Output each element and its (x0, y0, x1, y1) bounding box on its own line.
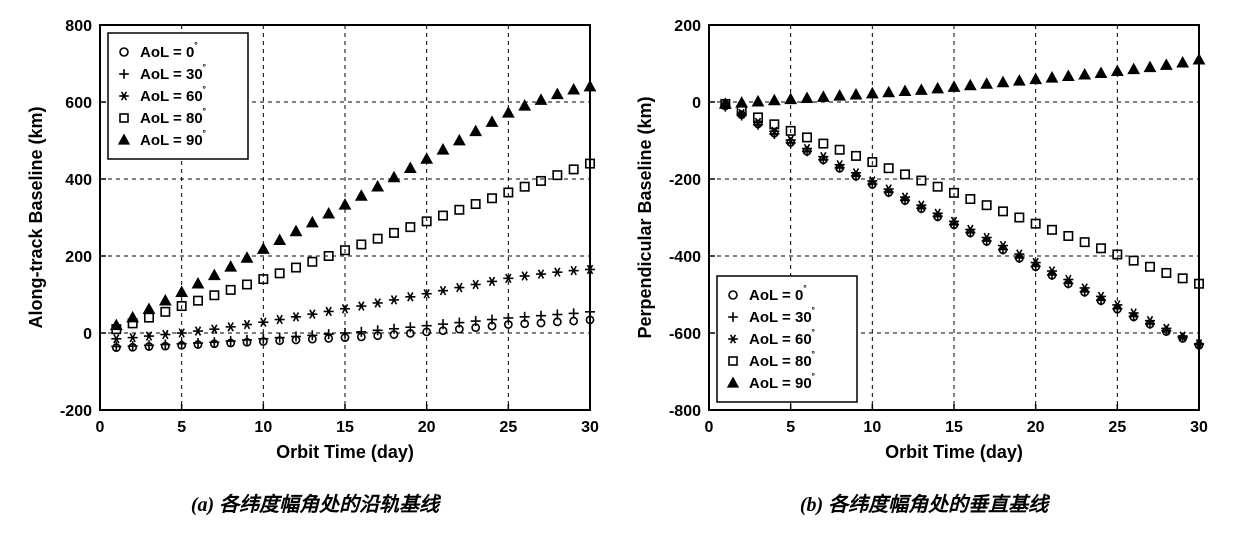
svg-text:Along-track Baseline (km): Along-track Baseline (km) (26, 106, 46, 328)
svg-text:AoL = 0˚: AoL = 0˚ (749, 285, 807, 304)
chart-b: 0 5 10 15 20 25 30 -800 -600 -400 -200 0 200 Orbit Ti… (629, 10, 1219, 470)
svg-text:400: 400 (65, 172, 92, 189)
svg-text:5: 5 (177, 419, 186, 436)
svg-text:0: 0 (96, 419, 105, 436)
svg-text:AoL = 30˚: AoL = 30˚ (749, 307, 815, 326)
svg-text:0: 0 (83, 326, 92, 343)
svg-text:AoL = 80˚: AoL = 80˚ (140, 108, 206, 127)
svg-text:Orbit Time (day): Orbit Time (day) (276, 442, 414, 462)
panel-a: 051015202530-2000200400600800Orbit Time … (20, 10, 610, 537)
svg-text:25: 25 (499, 419, 517, 436)
svg-text:10: 10 (254, 419, 272, 436)
panel-b: 0 5 10 15 20 25 30 -800 -600 -400 -200 0 200 Orbit Ti… (629, 10, 1219, 537)
svg-text:20: 20 (418, 419, 436, 436)
svg-text:AoL = 90˚: AoL = 90˚ (140, 130, 206, 149)
svg-text:AoL = 0˚: AoL = 0˚ (140, 42, 198, 61)
svg-text:0: 0 (705, 419, 714, 436)
svg-text:15: 15 (945, 419, 963, 436)
caption-a: (a) 各纬度幅角处的沿轨基线 (191, 488, 439, 517)
svg-text:-200: -200 (60, 403, 92, 420)
svg-text:-400: -400 (669, 249, 701, 266)
svg-text:200: 200 (674, 18, 701, 35)
svg-text:600: 600 (65, 95, 92, 112)
svg-text:-600: -600 (669, 326, 701, 343)
svg-text:10: 10 (863, 419, 881, 436)
svg-text:20: 20 (1027, 419, 1045, 436)
svg-text:25: 25 (1108, 419, 1126, 436)
svg-text:Orbit Time (day): Orbit Time (day) (885, 442, 1023, 462)
chart-a: 051015202530-2000200400600800Orbit Time … (20, 10, 610, 470)
svg-text:Perpendicular Baseline (km): Perpendicular Baseline (km) (635, 96, 655, 338)
svg-text:-800: -800 (669, 403, 701, 420)
svg-text:AoL = 90˚: AoL = 90˚ (749, 373, 815, 392)
caption-b: (b) 各纬度幅角处的垂直基线 (800, 488, 1048, 517)
svg-text:0: 0 (692, 95, 701, 112)
figure-container: 051015202530-2000200400600800Orbit Time … (0, 0, 1239, 547)
svg-text:-200: -200 (669, 172, 701, 189)
svg-text:5: 5 (786, 419, 795, 436)
svg-text:30: 30 (581, 419, 599, 436)
svg-text:AoL = 80˚: AoL = 80˚ (749, 351, 815, 370)
svg-text:AoL = 30˚: AoL = 30˚ (140, 64, 206, 83)
svg-text:200: 200 (65, 249, 92, 266)
svg-text:AoL = 60˚: AoL = 60˚ (749, 329, 815, 348)
svg-text:30: 30 (1190, 419, 1208, 436)
svg-text:15: 15 (336, 419, 354, 436)
svg-text:AoL = 60˚: AoL = 60˚ (140, 86, 206, 105)
svg-text:800: 800 (65, 18, 92, 35)
